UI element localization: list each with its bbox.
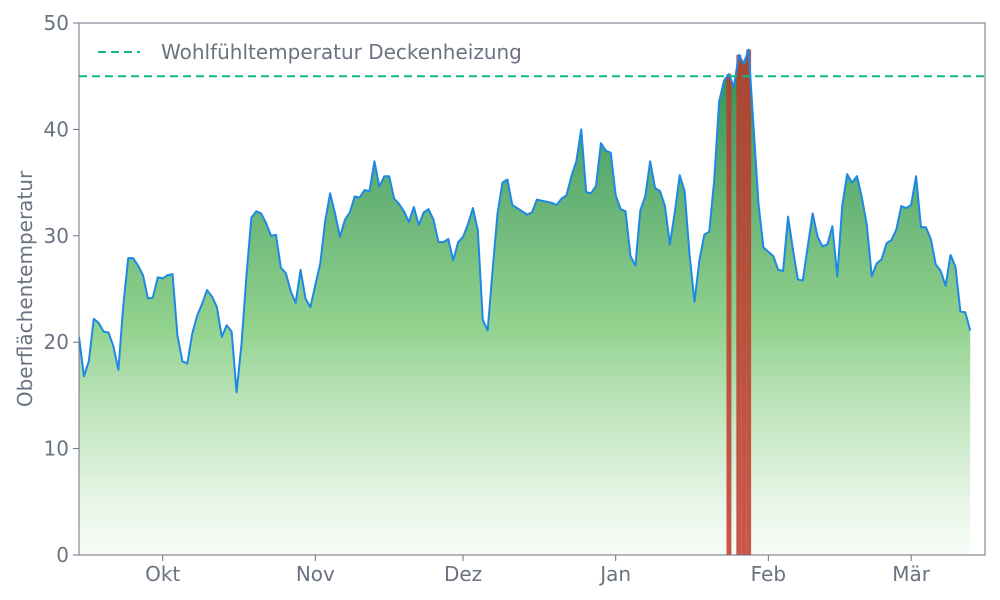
over-threshold-bar xyxy=(746,49,752,555)
over-threshold-bar xyxy=(736,54,742,555)
over-threshold-bar xyxy=(741,63,747,555)
x-tick-label: Okt xyxy=(145,562,180,586)
x-tick-label: Mär xyxy=(892,562,931,586)
series-area xyxy=(79,49,971,555)
y-tick-label: 10 xyxy=(44,437,69,461)
x-tick-label: Nov xyxy=(296,562,335,586)
y-tick-label: 20 xyxy=(44,330,69,354)
series-line xyxy=(79,48,972,394)
y-tick-label: 30 xyxy=(44,224,69,248)
x-tick-label: Dez xyxy=(444,562,482,586)
legend-label-threshold: Wohlfühltemperatur Deckenheizung xyxy=(161,40,522,64)
x-tick-label: Jan xyxy=(598,562,631,586)
plot-frame xyxy=(78,22,986,556)
y-tick-label: 50 xyxy=(44,11,69,35)
y-axis-label: Oberflächentemperatur xyxy=(13,170,37,407)
x-tick-label: Feb xyxy=(751,562,786,586)
legend: Wohlfühltemperatur Deckenheizung xyxy=(98,40,522,64)
over-threshold-bar xyxy=(726,74,732,555)
y-tick-label: 0 xyxy=(56,543,69,567)
y-tick-label: 40 xyxy=(44,117,69,141)
